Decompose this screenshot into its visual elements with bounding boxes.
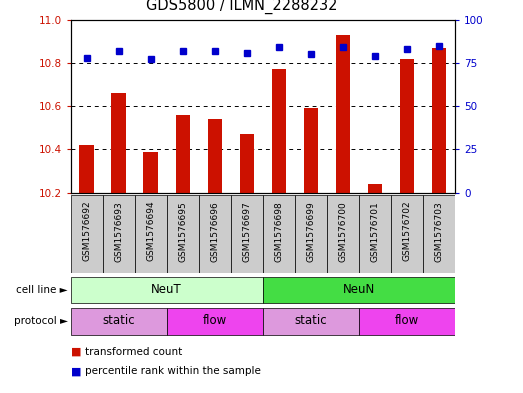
Bar — [103, 195, 135, 273]
Text: GSM1576702: GSM1576702 — [403, 201, 412, 261]
Bar — [263, 308, 359, 334]
Text: NeuN: NeuN — [343, 283, 375, 296]
Bar — [176, 115, 190, 193]
Bar — [359, 195, 391, 273]
Bar — [143, 151, 158, 193]
Bar — [111, 93, 126, 193]
Text: GDS5800 / ILMN_2288232: GDS5800 / ILMN_2288232 — [146, 0, 338, 14]
Text: flow: flow — [202, 314, 227, 327]
Text: NeuT: NeuT — [151, 283, 182, 296]
Text: flow: flow — [395, 314, 419, 327]
Text: GSM1576694: GSM1576694 — [146, 201, 155, 261]
Text: GSM1576700: GSM1576700 — [338, 201, 347, 262]
Bar — [135, 195, 167, 273]
Text: GSM1576693: GSM1576693 — [114, 201, 123, 262]
Bar — [400, 59, 414, 193]
Bar — [71, 195, 103, 273]
Text: ■: ■ — [71, 366, 81, 376]
Bar — [368, 184, 382, 193]
Text: cell line ►: cell line ► — [16, 285, 68, 295]
Text: percentile rank within the sample: percentile rank within the sample — [85, 366, 261, 376]
Text: ■: ■ — [71, 347, 81, 357]
Bar — [231, 195, 263, 273]
Bar — [71, 277, 263, 303]
Text: GSM1576701: GSM1576701 — [370, 201, 379, 262]
Text: static: static — [294, 314, 327, 327]
Bar — [167, 195, 199, 273]
Text: static: static — [103, 314, 135, 327]
Bar — [391, 195, 423, 273]
Text: protocol ►: protocol ► — [14, 316, 68, 326]
Bar — [327, 195, 359, 273]
Bar — [167, 308, 263, 334]
Bar — [295, 195, 327, 273]
Bar — [304, 108, 318, 193]
Bar — [432, 48, 446, 193]
Text: GSM1576703: GSM1576703 — [435, 201, 444, 262]
Text: GSM1576696: GSM1576696 — [210, 201, 219, 262]
Bar — [336, 35, 350, 193]
Text: GSM1576695: GSM1576695 — [178, 201, 187, 262]
Bar — [199, 195, 231, 273]
Bar — [208, 119, 222, 193]
Bar — [263, 277, 455, 303]
Bar — [271, 69, 286, 193]
Bar — [359, 308, 455, 334]
Bar — [423, 195, 455, 273]
Text: GSM1576697: GSM1576697 — [242, 201, 251, 262]
Bar — [71, 308, 167, 334]
Bar — [263, 195, 295, 273]
Bar — [79, 145, 94, 193]
Text: GSM1576699: GSM1576699 — [306, 201, 315, 262]
Text: GSM1576692: GSM1576692 — [82, 201, 91, 261]
Text: GSM1576698: GSM1576698 — [275, 201, 283, 262]
Text: transformed count: transformed count — [85, 347, 183, 357]
Bar — [240, 134, 254, 193]
